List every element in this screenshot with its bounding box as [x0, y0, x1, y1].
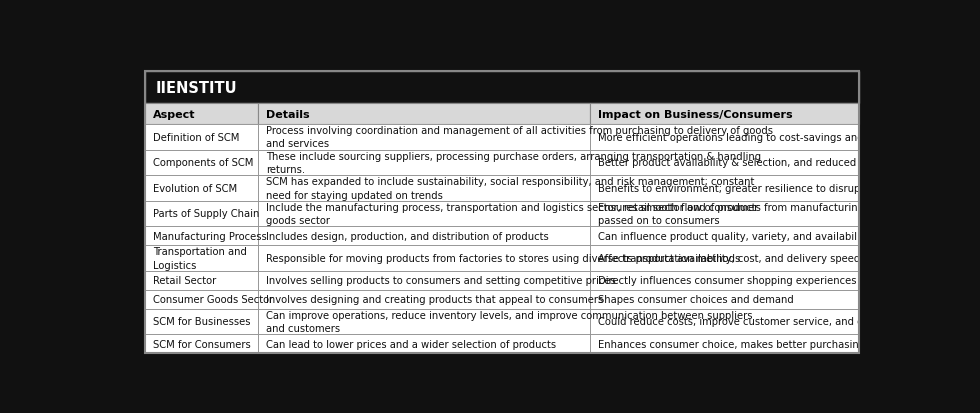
Text: Ensures smooth flow of products from manufacturing to purchase, possible cost sa: Ensures smooth flow of products from man… — [598, 202, 980, 225]
Bar — [145, 104, 258, 125]
Text: Better product availability & selection, and reduced prices: Better product availability & selection,… — [598, 158, 889, 168]
Bar — [258, 271, 590, 290]
Text: SCM has expanded to include sustainability, social responsibility, and risk mana: SCM has expanded to include sustainabili… — [266, 177, 754, 200]
Text: These include sourcing suppliers, processing purchase orders, arranging transpor: These include sourcing suppliers, proces… — [266, 152, 760, 175]
Bar — [590, 176, 859, 201]
Bar — [590, 201, 859, 227]
Bar — [590, 309, 859, 335]
Text: Aspect: Aspect — [153, 109, 195, 119]
Bar — [145, 125, 258, 150]
Bar — [145, 176, 258, 201]
Bar — [258, 125, 590, 150]
Bar — [590, 150, 859, 176]
Bar — [145, 335, 258, 353]
Text: Includes design, production, and distribution of products: Includes design, production, and distrib… — [266, 231, 549, 241]
Text: SCM for Businesses: SCM for Businesses — [153, 317, 250, 327]
Text: Manufacturing Process: Manufacturing Process — [153, 231, 267, 241]
Text: Impact on Business/Consumers: Impact on Business/Consumers — [598, 109, 792, 119]
Bar — [145, 246, 258, 271]
Bar — [145, 227, 258, 246]
Text: Include the manufacturing process, transportation and logistics sector, retail s: Include the manufacturing process, trans… — [266, 202, 758, 225]
Bar — [145, 150, 258, 176]
Text: Can lead to lower prices and a wider selection of products: Can lead to lower prices and a wider sel… — [266, 339, 556, 349]
Text: Can improve operations, reduce inventory levels, and improve communication betwe: Can improve operations, reduce inventory… — [266, 310, 753, 333]
Text: Process involving coordination and management of all activities from purchasing : Process involving coordination and manag… — [266, 126, 772, 149]
Bar — [258, 309, 590, 335]
Bar — [590, 104, 859, 125]
Text: Enhances consumer choice, makes better purchasing decisions possible: Enhances consumer choice, makes better p… — [598, 339, 958, 349]
Text: Shapes consumer choices and demand: Shapes consumer choices and demand — [598, 294, 794, 304]
Text: Involves selling products to consumers and setting competitive prices: Involves selling products to consumers a… — [266, 275, 615, 285]
Bar — [258, 227, 590, 246]
Text: Components of SCM: Components of SCM — [153, 158, 253, 168]
Text: SCM for Consumers: SCM for Consumers — [153, 339, 251, 349]
Text: Involves designing and creating products that appeal to consumers: Involves designing and creating products… — [266, 294, 603, 304]
Text: Definition of SCM: Definition of SCM — [153, 133, 239, 142]
Text: Responsible for moving products from factories to stores using diverse transport: Responsible for moving products from fac… — [266, 253, 740, 263]
Text: Benefits to environment; greater resilience to disruptions: Benefits to environment; greater resilie… — [598, 183, 884, 193]
Bar — [590, 271, 859, 290]
Bar — [145, 201, 258, 227]
Text: Evolution of SCM: Evolution of SCM — [153, 183, 237, 193]
Bar — [145, 309, 258, 335]
Text: Consumer Goods Sector: Consumer Goods Sector — [153, 294, 273, 304]
Bar — [145, 72, 859, 353]
Text: More efficient operations leading to cost-savings and improved customer service: More efficient operations leading to cos… — [598, 133, 980, 142]
Text: Affects product availability, cost, and delivery speed: Affects product availability, cost, and … — [598, 253, 859, 263]
Text: Transportation and
Logistics: Transportation and Logistics — [153, 247, 247, 270]
Text: Details: Details — [266, 109, 310, 119]
Text: Retail Sector: Retail Sector — [153, 275, 217, 285]
Bar — [145, 290, 258, 309]
Bar — [258, 335, 590, 353]
Bar — [258, 246, 590, 271]
Bar — [145, 271, 258, 290]
Text: Could reduce costs, improve customer service, and expand product offerings: Could reduce costs, improve customer ser… — [598, 317, 980, 327]
Bar — [258, 150, 590, 176]
Text: Directly influences consumer shopping experiences and product prices: Directly influences consumer shopping ex… — [598, 275, 953, 285]
Bar — [258, 104, 590, 125]
Text: IIENSTITU: IIENSTITU — [155, 81, 237, 95]
Bar — [590, 246, 859, 271]
Bar — [590, 125, 859, 150]
Bar — [590, 227, 859, 246]
Bar — [258, 290, 590, 309]
Text: Can influence product quality, variety, and availability: Can influence product quality, variety, … — [598, 231, 869, 241]
Bar — [258, 176, 590, 201]
Bar — [258, 201, 590, 227]
Bar — [590, 335, 859, 353]
Bar — [145, 72, 859, 104]
Text: Parts of Supply Chain: Parts of Supply Chain — [153, 209, 260, 219]
Bar — [590, 290, 859, 309]
